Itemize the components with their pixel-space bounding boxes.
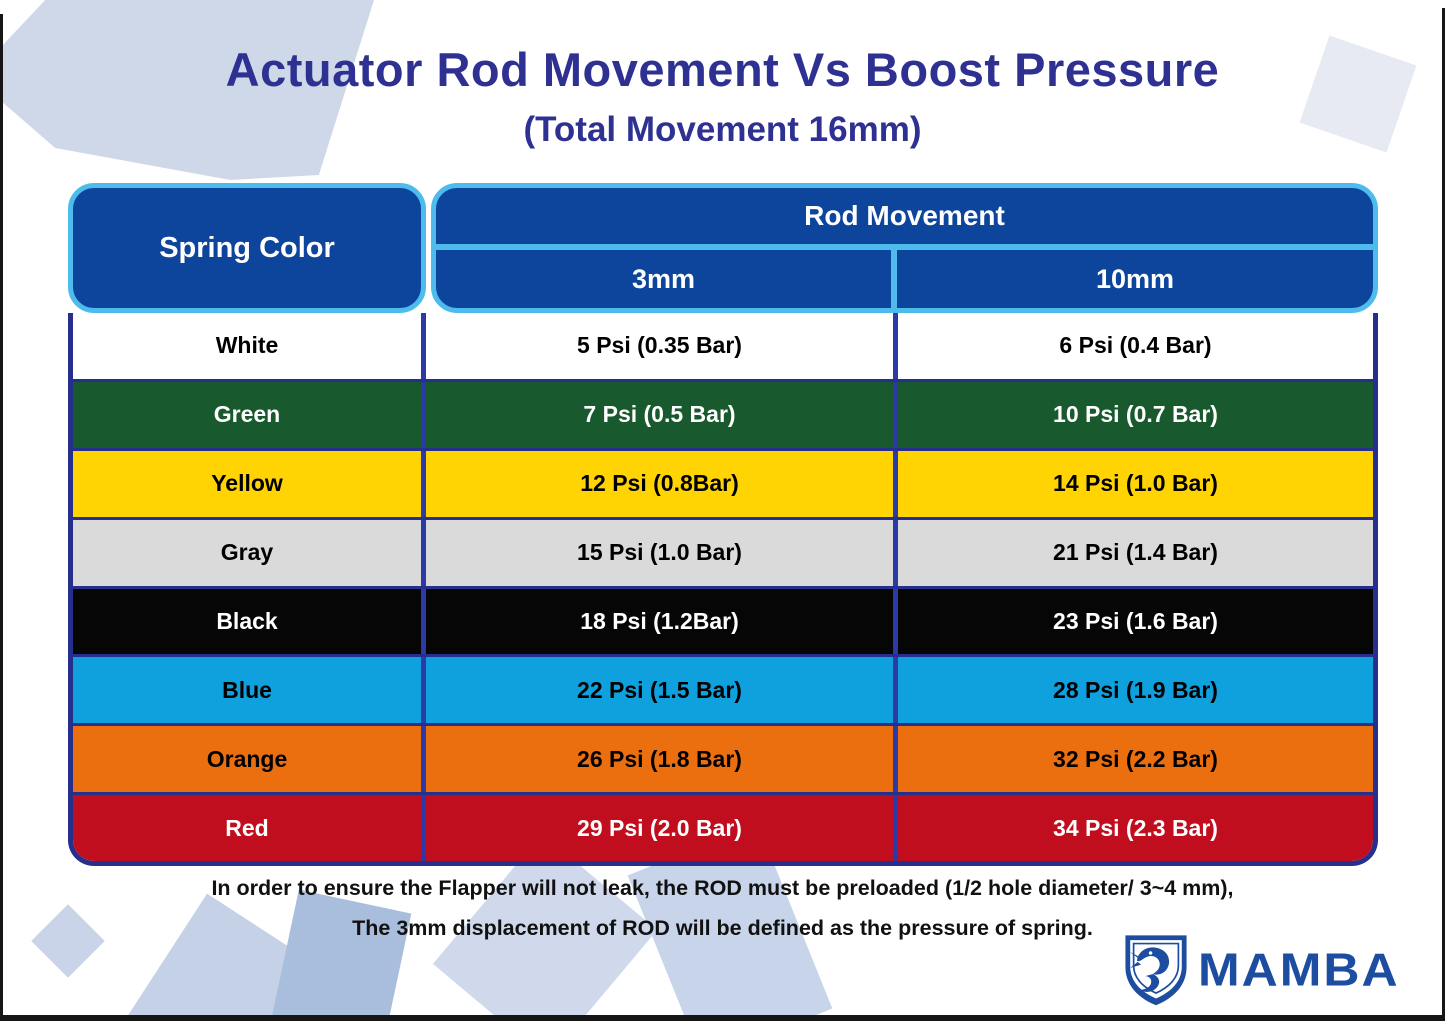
brand-name: MAMBA xyxy=(1198,944,1400,996)
pressure-10mm-cell: 28 Psi (1.9 Bar) xyxy=(1053,676,1218,703)
pressure-3mm-cell: 15 Psi (1.0 Bar) xyxy=(426,519,898,586)
pressure-10mm-cell: 21 Psi (1.4 Bar) xyxy=(1053,539,1218,566)
pressure-10mm-cell: 10 Psi (0.7 Bar) xyxy=(1053,401,1218,428)
spring-color-header: Spring Color xyxy=(68,183,426,313)
footnote-line-2: The 3mm displacement of ROD will be defi… xyxy=(352,916,1093,940)
image-edge-left xyxy=(0,14,3,1021)
page-title: Actuator Rod Movement Vs Boost Pressure xyxy=(225,43,1220,96)
spring-color-cell: Red xyxy=(73,795,426,861)
table-row-gray: Gray 15 Psi (1.0 Bar) 21 Psi (1.4 Bar) xyxy=(73,516,1373,586)
pressure-10mm-cell: 14 Psi (1.0 Bar) xyxy=(1053,470,1218,497)
table-row-orange: Orange 26 Psi (1.8 Bar) 32 Psi (2.2 Bar) xyxy=(73,723,1373,793)
spring-color-cell: Green xyxy=(73,381,426,448)
pressure-3mm-cell: 26 Psi (1.8 Bar) xyxy=(426,726,898,793)
spring-color-cell: Gray xyxy=(73,519,426,586)
pressure-10mm-cell: 6 Psi (0.4 Bar) xyxy=(1059,332,1212,359)
spring-color-cell: Blue xyxy=(73,657,426,724)
footnote-line-1: In order to ensure the Flapper will not … xyxy=(211,876,1234,900)
snake-shield-icon xyxy=(1125,935,1187,1006)
image-edge-bottom xyxy=(0,1015,1445,1021)
pressure-3mm-cell: 7 Psi (0.5 Bar) xyxy=(426,381,898,448)
rod-movement-header: Rod Movement 3mm 10mm xyxy=(431,183,1378,313)
table-row-green: Green 7 Psi (0.5 Bar) 10 Psi (0.7 Bar) xyxy=(73,378,1373,448)
spring-color-cell: White xyxy=(73,313,426,379)
table-row-black: Black 18 Psi (1.2Bar) 23 Psi (1.6 Bar) xyxy=(73,585,1373,655)
table-row-yellow: Yellow 12 Psi (0.8Bar) 14 Psi (1.0 Bar) xyxy=(73,447,1373,517)
pressure-10mm-cell: 34 Psi (2.3 Bar) xyxy=(1053,814,1218,841)
column-header-10mm: 10mm xyxy=(1095,263,1175,294)
spring-color-cell: Orange xyxy=(73,726,426,793)
pressure-10mm-cell: 32 Psi (2.2 Bar) xyxy=(1053,745,1218,772)
column-header-3mm: 3mm xyxy=(436,250,897,308)
image-edge-right xyxy=(1442,8,1445,1021)
spring-color-cell: Yellow xyxy=(73,450,426,517)
pressure-3mm-cell: 22 Psi (1.5 Bar) xyxy=(426,657,898,724)
decor-shape-bottom-square-dark xyxy=(267,889,412,1021)
spring-color-cell: Black xyxy=(73,588,426,655)
pressure-3mm-cell: 18 Psi (1.2Bar) xyxy=(426,588,898,655)
rod-movement-header-label: Rod Movement xyxy=(436,188,1373,250)
table-row-red: Red 29 Psi (2.0 Bar) 34 Psi (2.3 Bar) xyxy=(73,792,1373,861)
pressure-10mm-cell: 23 Psi (1.6 Bar) xyxy=(1053,607,1218,634)
rod-movement-subheader: 3mm 10mm xyxy=(436,250,1373,308)
pressure-3mm-cell: 5 Psi (0.35 Bar) xyxy=(426,313,898,379)
table-row-white: White 5 Psi (0.35 Bar) 6 Psi (0.4 Bar) xyxy=(73,313,1373,379)
pressure-3mm-cell: 12 Psi (0.8Bar) xyxy=(426,450,898,517)
pressure-table: White 5 Psi (0.35 Bar) 6 Psi (0.4 Bar) G… xyxy=(68,313,1378,866)
page-subtitle: (Total Movement 16mm) xyxy=(523,110,922,149)
pressure-3mm-cell: 29 Psi (2.0 Bar) xyxy=(426,795,898,861)
table-row-blue: Blue 22 Psi (1.5 Bar) 28 Psi (1.9 Bar) xyxy=(73,654,1373,724)
mamba-logo: MAMBA xyxy=(1122,932,1400,1008)
